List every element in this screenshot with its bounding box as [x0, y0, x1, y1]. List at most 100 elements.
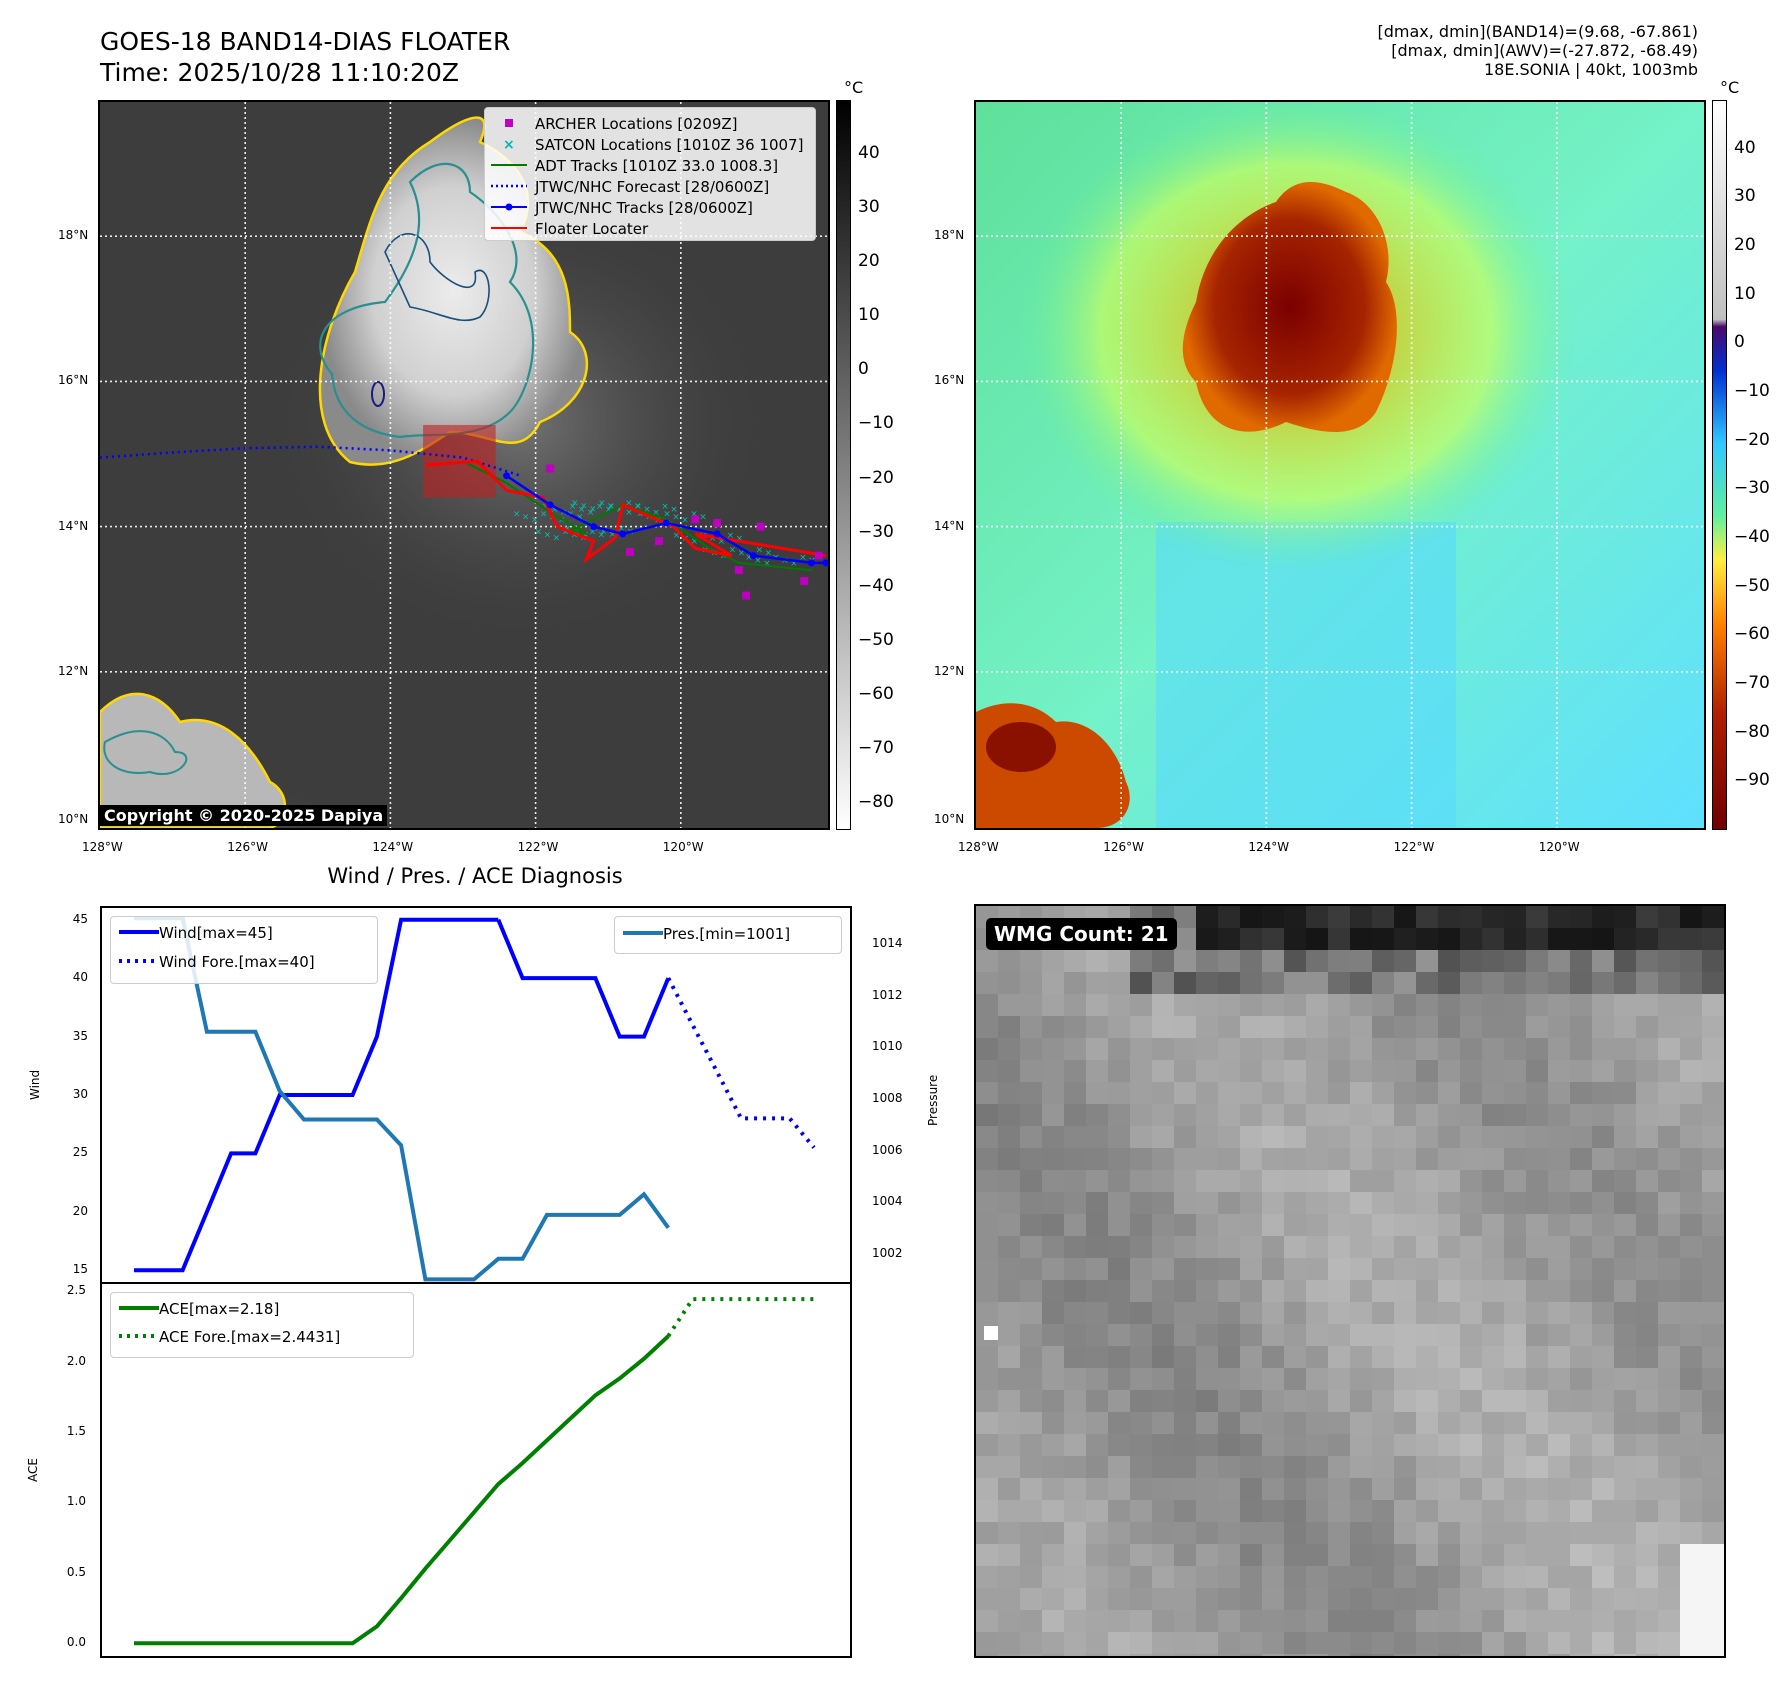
satcon-marker: ×	[576, 512, 584, 522]
wmg-pixel	[1152, 1236, 1174, 1258]
wmg-pixel	[1482, 1148, 1504, 1170]
wmg-pixel	[1570, 994, 1592, 1016]
wmg-pixel	[1086, 1280, 1108, 1302]
wmg-pixel	[1240, 1280, 1262, 1302]
wmg-pixel	[1658, 1082, 1680, 1104]
satcon-marker: ×	[553, 533, 561, 543]
wmg-pixel	[976, 1170, 998, 1192]
wmg-pixel	[1438, 1456, 1460, 1478]
wmg-pixel	[1592, 1126, 1614, 1148]
wmg-pixel	[1218, 1434, 1240, 1456]
wmg-pixel	[1570, 1236, 1592, 1258]
wmg-pixel	[1526, 1016, 1548, 1038]
wmg-pixel	[1350, 1038, 1372, 1060]
wmg-pixel	[1152, 1478, 1174, 1500]
wmg-pixel	[1240, 1500, 1262, 1522]
wmg-pixel	[1614, 1478, 1636, 1500]
wmg-pixel	[1218, 1060, 1240, 1082]
wmg-pixel	[1306, 1214, 1328, 1236]
wmg-pixel	[1614, 906, 1636, 928]
wmg-pixel	[1636, 1434, 1658, 1456]
colorbar-tick-label: −70	[858, 737, 894, 758]
wmg-pixel	[1504, 1148, 1526, 1170]
wmg-pixel	[1108, 1170, 1130, 1192]
wmg-pixel	[1218, 1192, 1240, 1214]
wmg-pixel	[1152, 1280, 1174, 1302]
wmg-pixel	[1504, 1500, 1526, 1522]
wmg-pixel	[1636, 1346, 1658, 1368]
satcon-marker: ×	[587, 508, 595, 518]
wmg-pixel	[1614, 1192, 1636, 1214]
wmg-pixel	[1702, 1280, 1724, 1302]
wmg-pixel	[1702, 1016, 1724, 1038]
colorbar-tick-label: 10	[1734, 283, 1756, 304]
wmg-pixel	[1042, 1192, 1064, 1214]
wmg-pixel	[998, 1346, 1020, 1368]
wmg-pixel	[1636, 1456, 1658, 1478]
wmg-pixel	[1108, 1412, 1130, 1434]
archer-marker	[756, 522, 765, 531]
wmg-pixel	[1658, 1566, 1680, 1588]
wmg-pixel	[1702, 1302, 1724, 1324]
wmg-pixel	[1680, 1478, 1702, 1500]
wmg-pixel	[976, 950, 998, 972]
wmg-pixel	[1680, 1170, 1702, 1192]
wmg-pixel	[1350, 1500, 1372, 1522]
wmg-pixel	[1504, 1236, 1526, 1258]
wmg-pixel	[1086, 1588, 1108, 1610]
wmg-pixel	[1438, 1412, 1460, 1434]
wmg-pixel	[1526, 1082, 1548, 1104]
wmg-pixel	[1064, 1522, 1086, 1544]
colorbar-tick-label: −80	[858, 792, 894, 812]
wmg-pixel	[1636, 906, 1658, 928]
wmg-pixel	[1658, 906, 1680, 928]
wmg-pixel	[1306, 972, 1328, 994]
wmg-pixel	[1394, 950, 1416, 972]
wmg-pixel	[1372, 1610, 1394, 1632]
wmg-pixel	[1548, 1654, 1570, 1656]
wmg-pixel	[1548, 1412, 1570, 1434]
wmg-pixel	[1262, 1522, 1284, 1544]
wmg-pixel	[1284, 1566, 1306, 1588]
wmg-pixel	[1086, 1522, 1108, 1544]
wmg-pixel	[1328, 1280, 1350, 1302]
wmg-pixel	[1306, 1412, 1328, 1434]
wmg-pixel	[1130, 1324, 1152, 1346]
jtwc-point	[546, 501, 554, 509]
wmg-pixel	[1394, 1654, 1416, 1656]
wmg-pixel	[1042, 1126, 1064, 1148]
wmg-pixel	[1460, 1610, 1482, 1632]
satcon-marker: ×	[718, 537, 726, 547]
wmg-pixel	[1680, 1390, 1702, 1412]
wmg-pixel	[1592, 1346, 1614, 1368]
wmg-pixel	[1636, 1280, 1658, 1302]
wmg-pixel	[1482, 1104, 1504, 1126]
wmg-pixel	[1350, 1060, 1372, 1082]
wmg-pixel	[1658, 1500, 1680, 1522]
wmg-pixel	[1460, 928, 1482, 950]
y-tick-label: 0.5	[66, 1564, 86, 1579]
y-tick-label: 1010	[872, 1039, 903, 1054]
wmg-pixel	[1614, 1500, 1636, 1522]
wmg-pixel	[1570, 1280, 1592, 1302]
wmg-pixel	[1438, 1566, 1460, 1588]
wmg-pixel	[1284, 1148, 1306, 1170]
wmg-pixel	[1526, 1126, 1548, 1148]
y-tick-label: 15	[72, 1262, 88, 1277]
archer-marker	[546, 464, 555, 473]
wmg-pixel	[1614, 1610, 1636, 1632]
wmg-pixel	[1130, 1500, 1152, 1522]
wmg-pixel	[1350, 906, 1372, 928]
wmg-pixel	[1350, 1236, 1372, 1258]
wmg-pixel	[1526, 1500, 1548, 1522]
wmg-pixel	[1108, 1038, 1130, 1060]
wmg-pixel	[1086, 972, 1108, 994]
wmg-pixel	[1372, 1632, 1394, 1654]
wmg-pixel	[1020, 1544, 1042, 1566]
wmg-pixel	[1218, 1346, 1240, 1368]
wmg-pixel	[1108, 1148, 1130, 1170]
wmg-pixel	[1394, 906, 1416, 928]
wmg-pixel	[1372, 950, 1394, 972]
wmg-pixel	[1262, 1500, 1284, 1522]
wmg-pixel	[1658, 1412, 1680, 1434]
